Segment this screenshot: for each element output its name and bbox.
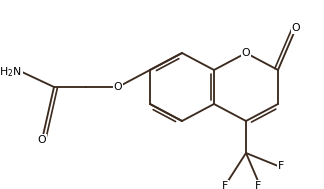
Text: H$_2$N: H$_2$N <box>0 65 22 79</box>
Text: O: O <box>38 135 47 145</box>
Text: O: O <box>38 135 46 145</box>
Text: F: F <box>221 181 228 189</box>
Text: O: O <box>292 23 300 33</box>
Text: O: O <box>241 48 250 58</box>
Text: F: F <box>278 161 285 171</box>
Text: O: O <box>113 82 122 92</box>
Text: O: O <box>114 82 122 92</box>
Text: F: F <box>255 181 261 189</box>
Text: O: O <box>291 23 301 33</box>
Text: F: F <box>222 181 228 189</box>
Text: H$_2$N: H$_2$N <box>0 65 22 79</box>
Text: O: O <box>242 48 250 58</box>
Text: F: F <box>254 181 262 189</box>
Text: F: F <box>278 161 284 171</box>
